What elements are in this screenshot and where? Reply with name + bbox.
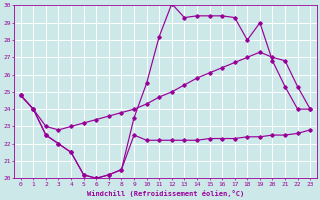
X-axis label: Windchill (Refroidissement éolien,°C): Windchill (Refroidissement éolien,°C) <box>87 190 244 197</box>
